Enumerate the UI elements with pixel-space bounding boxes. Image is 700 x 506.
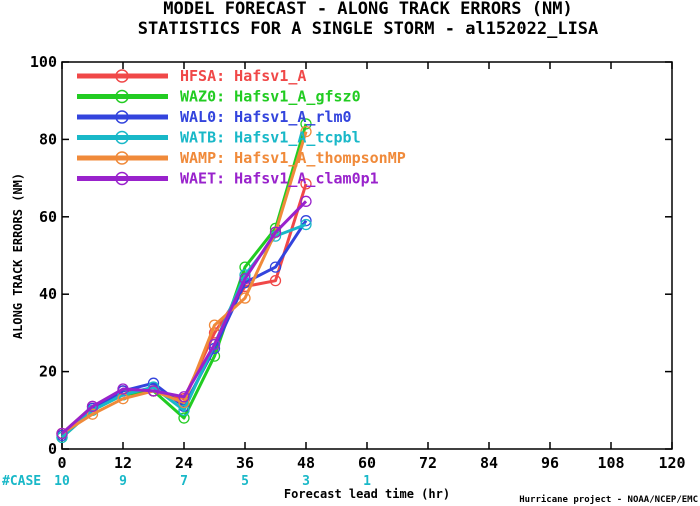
data-point (117, 383, 129, 395)
x-axis: 0 12 24 36 48 60 72 84 96 108 120 (57, 62, 686, 472)
x-tick-label: 72 (419, 454, 437, 472)
case-count: 3 (302, 474, 310, 489)
legend-marker (115, 151, 129, 165)
y-tick-label: 80 (39, 130, 57, 148)
legend-marker (115, 171, 129, 186)
legend-marker (115, 89, 129, 104)
data-point (300, 118, 312, 130)
data-point (178, 412, 190, 424)
y-tick-label: 100 (30, 53, 57, 71)
x-tick-label: 12 (114, 454, 132, 472)
legend-entry: WAET: Hafsv1_A_clam0p1 (180, 170, 379, 188)
legend-entry: WATB: Hafsv1_A_tcpbl (180, 129, 361, 147)
chart-subtitle: STATISTICS FOR A SINGLE STORM - al152022… (138, 19, 599, 39)
legend-marker (115, 130, 129, 145)
legend-marker (115, 69, 129, 83)
credit-text: Hurricane project - NOAA/NCEP/EMC (519, 494, 698, 505)
y-tick-label: 60 (39, 208, 57, 226)
data-point (300, 195, 312, 207)
x-tick-label: 0 (57, 454, 66, 472)
chart-title: MODEL FORECAST - ALONG TRACK ERRORS (NM) (163, 0, 572, 19)
data-point (269, 261, 282, 273)
x-tick-label: 48 (297, 454, 315, 472)
data-point (269, 275, 282, 287)
x-tick-label: 96 (541, 454, 559, 472)
y-tick-label: 20 (39, 363, 57, 381)
case-count: 5 (241, 474, 249, 489)
x-axis-label: Forecast lead time (hr) (284, 487, 450, 501)
x-tick-label: 108 (597, 454, 624, 472)
data-point (147, 385, 160, 397)
series-5 (56, 195, 312, 440)
x-tick-label: 36 (236, 454, 254, 472)
data-point (86, 400, 99, 413)
y-tick-label: 0 (48, 440, 57, 458)
case-counts: #CASE 10 9 7 5 3 1 (2, 474, 371, 489)
data-point (300, 126, 312, 138)
legend-entry: WAZ0: Hafsv1_A_gfsz0 (180, 88, 361, 106)
case-label: #CASE (2, 474, 41, 489)
data-point (269, 226, 282, 238)
data-point (208, 319, 221, 331)
x-tick-label: 24 (175, 454, 193, 472)
series-layer (56, 118, 312, 444)
series-3 (56, 218, 312, 444)
y-tick-label: 40 (39, 285, 57, 303)
legend-entry: WAMP: Hafsv1_A_thompsonMP (180, 149, 406, 167)
x-tick-label: 60 (358, 454, 376, 472)
data-point (178, 404, 190, 416)
legend-entry: WAL0: Hafsv1_A_rlm0 (180, 108, 352, 126)
case-count: 10 (54, 474, 70, 489)
data-point (300, 178, 312, 190)
y-axis-label: ALONG TRACK ERRORS (NM) (11, 173, 25, 339)
series-line (61, 131, 308, 435)
case-count: 1 (363, 474, 371, 489)
data-point (178, 391, 190, 403)
data-point (56, 427, 68, 440)
legend: HFSA: Hafsv1_A WAZ0: Hafsv1_A_gfsz0 WAL0: … (77, 67, 406, 188)
data-point (239, 292, 251, 304)
legend-entry: HFSA: Hafsv1_A (180, 67, 306, 85)
legend-marker (115, 110, 129, 124)
y-axis: 0 20 40 60 80 100 (30, 53, 672, 458)
series-line (61, 200, 308, 435)
data-point (86, 408, 99, 420)
data-point (300, 218, 312, 231)
data-point (208, 338, 221, 351)
data-point (239, 273, 251, 285)
case-count: 7 (180, 474, 188, 489)
series-line (61, 219, 308, 437)
x-tick-label: 120 (658, 454, 685, 472)
case-count: 9 (119, 474, 127, 489)
x-tick-label: 84 (480, 454, 498, 472)
